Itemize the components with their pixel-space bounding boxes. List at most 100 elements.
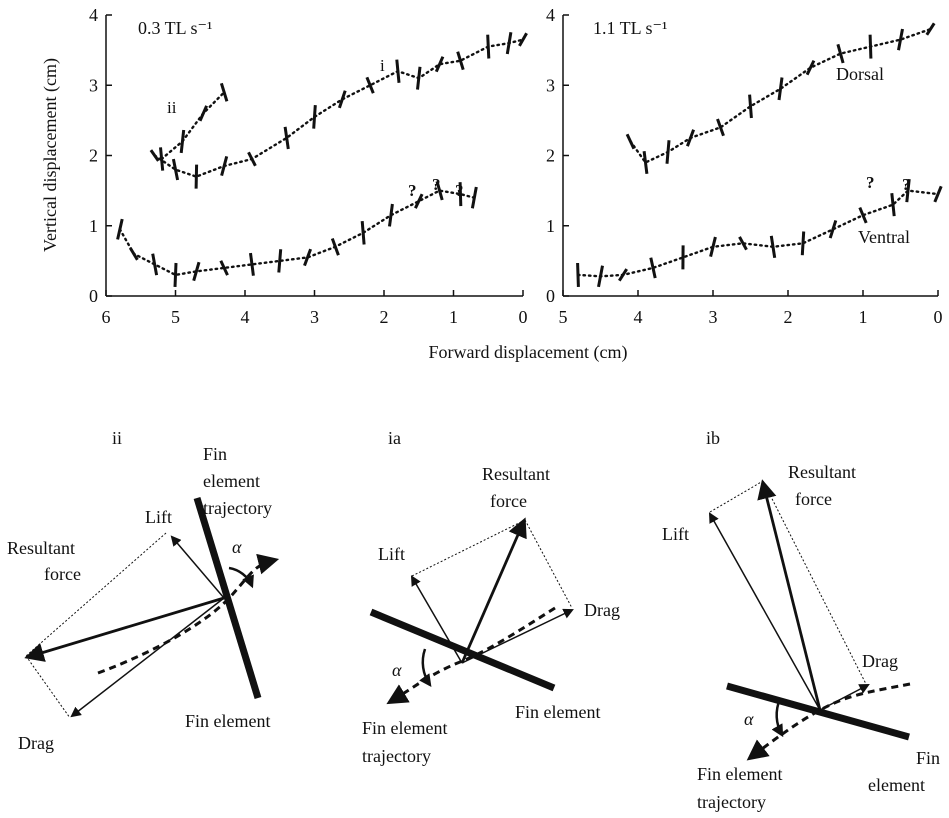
fin-element-bar bbox=[369, 608, 556, 692]
alpha-angle-arc bbox=[228, 566, 254, 589]
series-path-unlabeled bbox=[118, 189, 476, 277]
fin-chord-segment bbox=[456, 51, 465, 71]
left-axis-ticks: 6 5 4 3 2 1 0 0 1 2 3 4 bbox=[89, 5, 528, 327]
drag-arrow bbox=[819, 684, 870, 711]
diagram-ib: ib α Resultant force Lift Drag Fin eleme… bbox=[662, 428, 940, 812]
resultant-label-1: Resultant bbox=[482, 464, 550, 484]
question-mark-5: ? bbox=[902, 175, 911, 194]
drag-arrow bbox=[461, 608, 574, 664]
fin-chord-segment bbox=[890, 193, 896, 217]
fin-chord-segment bbox=[434, 56, 445, 73]
left-panel-label: 0.3 TL s⁻¹ bbox=[138, 18, 212, 38]
x-axis-title: Forward displacement (cm) bbox=[429, 342, 628, 363]
fin-chord-segment bbox=[330, 237, 340, 256]
alpha-label: α bbox=[232, 537, 242, 557]
alpha-label: α bbox=[744, 709, 754, 729]
question-mark-4: ? bbox=[866, 173, 875, 192]
fin-chord-segment bbox=[897, 28, 904, 51]
parallelogram-edge bbox=[524, 519, 573, 609]
fin-chord-segment bbox=[395, 59, 401, 83]
left-plot-marks bbox=[116, 31, 528, 287]
fin-chord-segment bbox=[220, 156, 229, 176]
fin-chord-segment bbox=[685, 129, 696, 147]
series-path-dorsal bbox=[629, 27, 932, 165]
series-path-ii bbox=[160, 91, 226, 161]
parallelogram-edge bbox=[25, 532, 167, 657]
series-label-ventral: Ventral bbox=[858, 227, 910, 247]
drag-label: Drag bbox=[584, 600, 620, 620]
resultant-label-2: force bbox=[44, 564, 81, 584]
fin-chord-segment bbox=[416, 66, 422, 90]
trajectory-label-2: trajectory bbox=[362, 746, 431, 766]
lift-arrow bbox=[410, 575, 463, 664]
left-x-tick-label: 1 bbox=[449, 307, 458, 327]
fin-chord-segment bbox=[337, 90, 347, 109]
trajectory-dashed-arrow bbox=[97, 553, 280, 675]
fin-chord-segment bbox=[748, 94, 753, 119]
trajectory-label-2: trajectory bbox=[697, 792, 766, 812]
lift-label: Lift bbox=[662, 524, 689, 544]
question-mark-3: ? bbox=[455, 181, 464, 200]
fin-chord-segment bbox=[665, 140, 671, 164]
fin-chord-segment bbox=[247, 151, 257, 167]
left-y-tick-label: 3 bbox=[89, 75, 98, 95]
parallelogram-edge bbox=[762, 480, 867, 685]
fin-label-2: element bbox=[868, 775, 925, 795]
series-path-ventral bbox=[576, 189, 940, 278]
parallelogram-edge bbox=[25, 655, 71, 719]
fin-chord-segment bbox=[618, 268, 628, 282]
right-x-tick-label: 0 bbox=[934, 307, 943, 327]
right-panel-label: 1.1 TL s⁻¹ bbox=[593, 18, 667, 38]
drag-label: Drag bbox=[18, 733, 54, 753]
fin-chord-segment bbox=[649, 257, 657, 279]
fin-chord-segment bbox=[365, 76, 375, 94]
right-x-tick-label: 4 bbox=[634, 307, 643, 327]
alpha-angle-arc bbox=[771, 698, 784, 738]
fin-chord-segment bbox=[858, 207, 868, 224]
left-x-tick-label: 5 bbox=[171, 307, 180, 327]
trajectory-dashed-arrow bbox=[386, 606, 556, 705]
lift-arrow bbox=[708, 512, 821, 711]
fin-chord-segment bbox=[905, 178, 911, 203]
fin-chord-segment bbox=[769, 235, 777, 259]
left-y-tick-label: 4 bbox=[89, 5, 98, 25]
right-y-tick-label: 1 bbox=[546, 216, 555, 236]
left-x-tick-label: 6 bbox=[102, 307, 111, 327]
fin-chord-segment bbox=[709, 236, 717, 257]
resultant-arrow bbox=[24, 596, 225, 662]
fin-chord-segment bbox=[836, 43, 845, 64]
fin-chord-segment bbox=[151, 253, 159, 276]
fin-element-label: Fin element bbox=[515, 702, 600, 722]
fin-chord-segment bbox=[777, 77, 784, 101]
trajectory-label-3: trajectory bbox=[203, 498, 272, 518]
diagram-ia: ia α Resultant force Lift Drag Fin eleme… bbox=[362, 428, 620, 766]
fin-chord-segment bbox=[800, 231, 806, 256]
diagram-ii-label: ii bbox=[112, 428, 122, 448]
fin-chord-segment bbox=[388, 203, 394, 227]
resultant-arrow bbox=[460, 517, 527, 664]
fin-chord-segment bbox=[642, 151, 649, 174]
fin-chord-segment bbox=[277, 249, 283, 273]
fin-chord-segment bbox=[738, 236, 748, 251]
trajectory-label-1: Fin element bbox=[362, 718, 447, 738]
fin-chord-segment bbox=[486, 34, 491, 59]
resultant-label-1: Resultant bbox=[788, 462, 856, 482]
fin-chord-segment bbox=[219, 260, 229, 276]
series-label-ii: ii bbox=[167, 98, 177, 117]
parallelogram-edge bbox=[411, 519, 526, 577]
lift-label: Lift bbox=[378, 544, 405, 564]
left-x-tick-label: 4 bbox=[241, 307, 250, 327]
right-y-tick-label: 4 bbox=[546, 5, 555, 25]
right-y-tick-label: 2 bbox=[546, 146, 555, 166]
right-x-tick-label: 1 bbox=[859, 307, 868, 327]
trajectory-label-2: element bbox=[203, 471, 260, 491]
fin-chord-segment bbox=[128, 247, 139, 261]
diagram-ia-label: ia bbox=[388, 428, 401, 448]
fin-label-1: Fin bbox=[916, 748, 940, 768]
fin-chord-segment bbox=[171, 158, 180, 181]
parallelogram-edge bbox=[709, 480, 764, 513]
question-mark-1: ? bbox=[408, 181, 417, 200]
fin-chord-segment bbox=[198, 105, 208, 122]
y-axis-title: Vertical displacement (cm) bbox=[40, 58, 61, 252]
fin-chord-segment bbox=[194, 164, 199, 189]
